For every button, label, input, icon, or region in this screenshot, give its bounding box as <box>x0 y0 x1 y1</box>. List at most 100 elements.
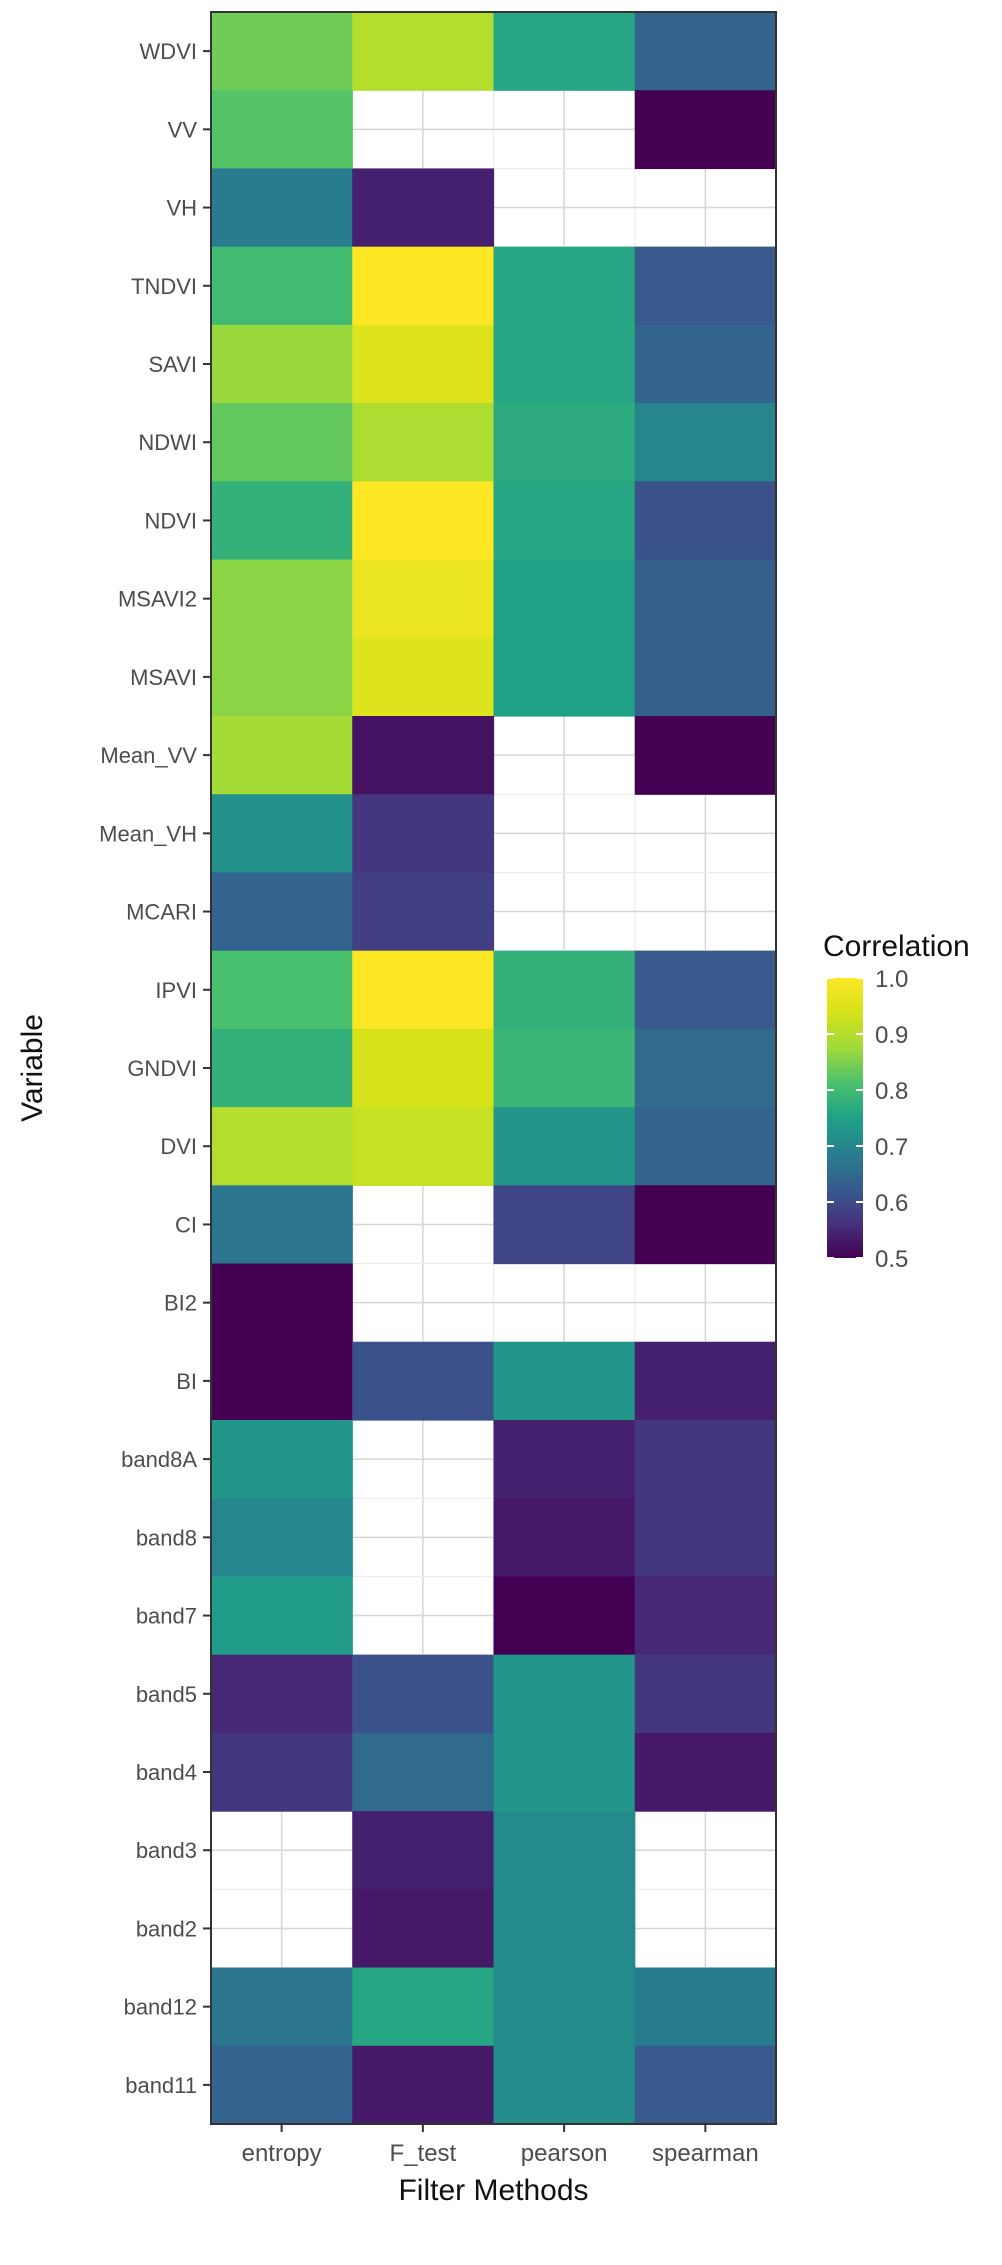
heatmap-cell <box>493 1185 636 1265</box>
heatmap-cell <box>634 246 777 326</box>
heatmap-cell <box>634 1576 777 1656</box>
heatmap-cell <box>634 559 777 639</box>
heatmap-cell <box>211 1185 353 1265</box>
heatmap-cell <box>493 1732 636 1812</box>
heatmap-cell <box>211 324 353 404</box>
heatmap-cell <box>634 1107 777 1186</box>
heatmap-cell <box>352 1028 495 1108</box>
heatmap-cell <box>634 481 777 561</box>
heatmap-cell <box>493 481 636 561</box>
heatmap-cell <box>493 559 636 639</box>
x-tick-label: pearson <box>521 2140 608 2167</box>
y-tick-label: Mean_VV <box>100 743 197 768</box>
x-tick-label: entropy <box>242 2140 322 2167</box>
y-tick-label: band4 <box>136 1760 197 1785</box>
y-tick-label: VV <box>168 117 198 142</box>
heatmap-cell <box>493 950 636 1030</box>
heatmap-cell <box>493 1420 636 1499</box>
heatmap-cell <box>634 1498 777 1578</box>
colorbar-title: Correlation <box>823 930 970 963</box>
heatmap-cell <box>634 403 777 482</box>
heatmap-cell <box>352 559 495 639</box>
heatmap-cell <box>211 2045 353 2125</box>
y-tick-label: band5 <box>136 1682 197 1707</box>
heatmap-cell <box>352 872 495 952</box>
heatmap-cell <box>634 1028 777 1108</box>
heatmap-cell <box>211 168 353 248</box>
y-tick-label: CI <box>175 1212 197 1237</box>
heatmap-cell <box>352 481 495 561</box>
x-tick-label: spearman <box>652 2140 759 2167</box>
y-axis-ticks: WDVI VV VH TNDVI SAVI NDWI NDVI MSAVI2 MSAVI Mean… <box>99 39 211 2098</box>
heatmap-cell <box>634 1732 777 1812</box>
heatmap-cell <box>634 637 777 717</box>
y-tick-label: band11 <box>125 2073 197 2098</box>
y-tick-label: GNDVI <box>127 1056 197 1081</box>
y-tick-label: band7 <box>136 1604 197 1629</box>
y-tick-label: MSAVI <box>130 665 197 690</box>
heatmap-cell <box>211 1967 353 2047</box>
y-tick-label: WDVI <box>140 39 197 64</box>
heatmap-cell <box>493 324 636 404</box>
y-tick-label: BI <box>176 1369 197 1394</box>
heatmap-cell <box>493 1967 636 2047</box>
heatmap-cell <box>493 1576 636 1656</box>
colorbar-gradient <box>827 978 863 1258</box>
y-tick-label: MCARI <box>126 900 197 925</box>
heatmap-cell <box>211 872 353 952</box>
heatmap-cell <box>493 246 636 326</box>
x-tick-label: F_test <box>390 2140 457 2167</box>
heatmap-cell <box>211 559 353 639</box>
heatmap-cell <box>493 1811 636 1890</box>
heatmap-cell <box>211 794 353 874</box>
heatmap-cell <box>493 12 636 91</box>
heatmap-cell <box>211 637 353 717</box>
heatmap-cell <box>493 1028 636 1108</box>
colorbar-tick-label: 0.8 <box>875 1078 908 1105</box>
heatmap-cell <box>211 12 353 91</box>
heatmap-cell <box>493 1341 636 1421</box>
y-tick-label: band3 <box>136 1838 197 1863</box>
heatmap-cell <box>352 1811 495 1890</box>
colorbar-tick-label: 0.9 <box>875 1022 908 1049</box>
heatmap-cell <box>211 1498 353 1578</box>
colorbar-tick-label: 1.0 <box>875 966 908 993</box>
colorbar-legend: Correlation 1.0 0.9 0.8 0.7 0.6 0.5 <box>823 930 970 1273</box>
heatmap-cell <box>211 481 353 561</box>
y-tick-label: band8A <box>121 1447 197 1472</box>
y-tick-label: DVI <box>160 1134 197 1159</box>
y-tick-label: IPVI <box>155 978 197 1003</box>
heatmap-cell <box>634 1967 777 2047</box>
heatmap-cell <box>352 168 495 248</box>
colorbar-tick-label: 0.6 <box>875 1190 908 1217</box>
heatmap-cell <box>352 637 495 717</box>
heatmap-cell <box>493 637 636 717</box>
heatmap-cell <box>352 12 495 91</box>
heatmap-cell <box>211 1576 353 1656</box>
y-tick-label: BI2 <box>164 1291 197 1316</box>
heatmap-cell <box>211 1028 353 1108</box>
heatmap-cell <box>211 1732 353 1812</box>
y-tick-label: band2 <box>136 1916 197 1941</box>
colorbar-tick-label: 0.5 <box>875 1246 908 1273</box>
heatmap-cell <box>352 950 495 1030</box>
heatmap-cell <box>634 324 777 404</box>
y-tick-label: NDWI <box>138 430 197 455</box>
heatmap-cell <box>352 1654 495 1734</box>
heatmap-cell <box>211 1263 353 1343</box>
heatmap-cell <box>211 403 353 482</box>
heatmap-cell <box>352 2045 495 2125</box>
heatmap-cell <box>634 716 777 795</box>
heatmap-cell <box>493 403 636 482</box>
heatmap-cell <box>211 950 353 1030</box>
y-tick-label: band8 <box>136 1525 197 1550</box>
heatmap-cell <box>352 1889 495 1969</box>
heatmap-cell <box>352 1732 495 1812</box>
x-axis-title: Filter Methods <box>398 2174 588 2207</box>
heatmap-cell <box>493 1107 636 1186</box>
colorbar-tick-label: 0.7 <box>875 1134 908 1161</box>
heatmap-cell <box>352 794 495 874</box>
heatmap-cell <box>634 1420 777 1499</box>
x-axis-ticks: entropy F_test pearson spearman <box>242 2124 759 2167</box>
